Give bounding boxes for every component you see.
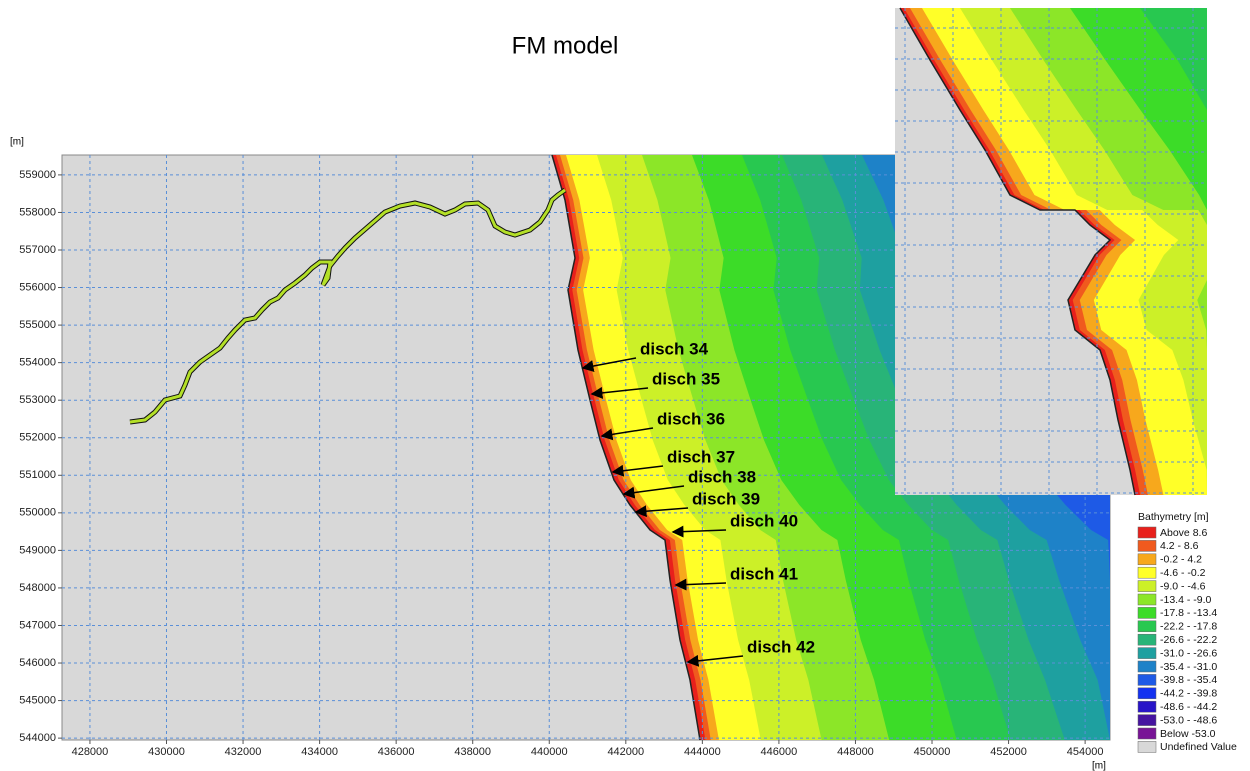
y-tick-label: 559000 [19, 169, 56, 181]
legend-swatch [1138, 594, 1156, 605]
annotation-label: disch 39 [692, 489, 760, 508]
x-unit: [m] [1092, 761, 1106, 771]
y-tick-label: 545000 [19, 694, 56, 706]
y-tick-label: 553000 [19, 394, 56, 406]
x-tick-label: 428000 [72, 746, 109, 758]
x-tick-label: 454000 [1067, 746, 1104, 758]
legend-label: -26.6 - -22.2 [1160, 634, 1217, 646]
legend-swatch [1138, 674, 1156, 685]
legend-swatch [1138, 540, 1156, 551]
legend: Bathymetry [m] Above 8.64.2 - 8.6 -0.2 - 4… [1134, 509, 1250, 761]
legend-label: -9.0 - -4.6 [1160, 580, 1206, 592]
legend-label: Undefined Value [1160, 741, 1237, 753]
legend-label: -0.2 - 4.2 [1160, 554, 1202, 566]
x-tick-label: 442000 [607, 746, 644, 758]
y-tick-label: 552000 [19, 432, 56, 444]
legend-label: Below -53.0 [1160, 728, 1216, 740]
x-tick-label: 436000 [378, 746, 415, 758]
annotation-label: disch 42 [747, 637, 815, 656]
annotation-label: disch 36 [657, 409, 725, 428]
legend-swatch [1138, 621, 1156, 632]
y-tick-label: 551000 [19, 469, 56, 481]
legend-swatch [1138, 688, 1156, 699]
legend-swatch [1138, 607, 1156, 618]
annotation-label: disch 35 [652, 369, 720, 388]
y-tick-label: 554000 [19, 357, 56, 369]
y-tick-label: 547000 [19, 619, 56, 631]
legend-label: -31.0 - -26.6 [1160, 647, 1217, 659]
map-figure: FM model [m] [m] 428000 430000 432000 43400… [0, 0, 1250, 771]
legend-swatch [1138, 554, 1156, 565]
legend-swatch [1138, 701, 1156, 712]
y-tick-label: 546000 [19, 657, 56, 669]
y-tick-label: 556000 [19, 281, 56, 293]
x-tick-label: 432000 [225, 746, 262, 758]
x-tick-label: 448000 [837, 746, 874, 758]
annotation-label: disch 37 [667, 447, 735, 466]
annotation-label: disch 41 [730, 564, 798, 583]
y-tick-label: 555000 [19, 319, 56, 331]
legend-label: -44.2 - -39.8 [1160, 688, 1217, 700]
legend-label: -39.8 - -35.4 [1160, 674, 1217, 686]
annotation-label: disch 40 [730, 511, 798, 530]
legend-swatch [1138, 567, 1156, 578]
y-tick-label: 549000 [19, 544, 56, 556]
x-tick-label: 430000 [148, 746, 185, 758]
legend-label: Above 8.6 [1160, 527, 1207, 539]
inset-map [895, 8, 1207, 495]
legend-label: -22.2 - -17.8 [1160, 621, 1217, 633]
y-tick-label: 558000 [19, 206, 56, 218]
y-tick-label: 550000 [19, 507, 56, 519]
legend-swatch [1138, 741, 1156, 752]
y-tick-label: 548000 [19, 582, 56, 594]
legend-label: -4.6 - -0.2 [1160, 567, 1206, 579]
annotation-label: disch 38 [688, 467, 756, 486]
legend-label: 4.2 - 8.6 [1160, 540, 1199, 552]
x-tick-label: 440000 [531, 746, 568, 758]
legend-swatch [1138, 648, 1156, 659]
legend-swatch [1138, 715, 1156, 726]
legend-swatch [1138, 634, 1156, 645]
x-tick-label: 434000 [301, 746, 338, 758]
x-tick-label: 452000 [990, 746, 1027, 758]
y-tick-label: 544000 [19, 732, 56, 744]
x-tick-label: 438000 [454, 746, 491, 758]
legend-swatch [1138, 728, 1156, 739]
x-tick-label: 444000 [684, 746, 721, 758]
legend-swatch [1138, 581, 1156, 592]
legend-swatch [1138, 661, 1156, 672]
annotation-label: disch 34 [640, 339, 709, 358]
y-tick-label: 557000 [19, 244, 56, 256]
legend-label: -35.4 - -31.0 [1160, 661, 1217, 673]
legend-label: -13.4 - -9.0 [1160, 594, 1212, 606]
legend-title: Bathymetry [m] [1138, 511, 1209, 523]
x-tick-label: 450000 [914, 746, 951, 758]
legend-label: -53.0 - -48.6 [1160, 714, 1217, 726]
title: FM model [512, 32, 619, 59]
legend-label: -17.8 - -13.4 [1160, 607, 1217, 619]
y-unit: [m] [10, 137, 24, 148]
x-tick-label: 446000 [761, 746, 798, 758]
legend-label: -48.6 - -44.2 [1160, 701, 1217, 713]
legend-swatch [1138, 527, 1156, 538]
